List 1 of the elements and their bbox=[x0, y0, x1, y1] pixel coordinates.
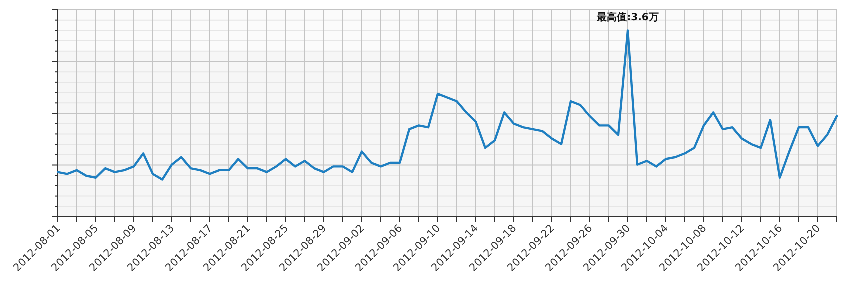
annotation: 最高值:3.6万 bbox=[596, 12, 659, 24]
